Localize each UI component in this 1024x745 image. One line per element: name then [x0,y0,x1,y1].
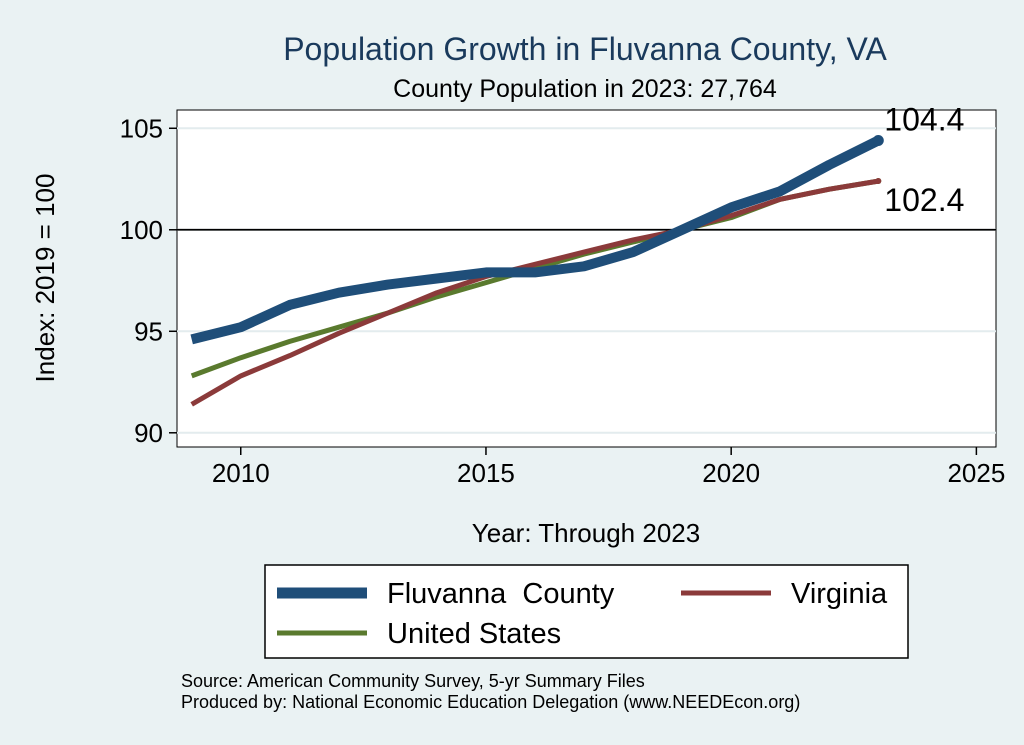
chart-title: Population Growth in Fluvanna County, VA [283,31,887,67]
x-tick-label-2020: 2020 [702,458,760,488]
plot-area [176,109,997,448]
series-line-fluvanna [190,136,881,345]
y-tick-label-90: 90 [134,418,163,448]
legend-box [264,564,909,659]
x-axis-label: Year: Through 2023 [472,518,700,548]
y-tick-label-95: 95 [134,316,163,346]
y-axis-label: Index: 2019 = 100 [30,174,60,383]
x-tick-label-2015: 2015 [457,458,515,488]
series-line-virginia [190,178,879,407]
series-endpoint-virginia [875,178,882,185]
end-value-label-fluvanna: 104.4 [884,101,964,137]
y-tick-label-105: 105 [120,113,163,143]
produced-by-note: Produced by: National Economic Education… [181,692,800,712]
source-note: Source: American Community Survey, 5-yr … [181,671,645,691]
end-value-label-virginia: 102.4 [884,182,964,218]
x-tick-label-2010: 2010 [212,458,270,488]
chart-subtitle: County Population in 2023: 27,764 [393,75,777,103]
legend-label-united-states: United States [387,618,561,650]
legend-label-fluvanna: Fluvanna County [387,578,615,610]
series-endpoint-fluvanna [872,134,884,146]
y-tick-label-100: 100 [120,215,163,245]
x-tick-label-2025: 2025 [947,458,1005,488]
legend-label-virginia: Virginia [791,578,888,610]
legend: Fluvanna County Virginia United States [264,564,909,659]
